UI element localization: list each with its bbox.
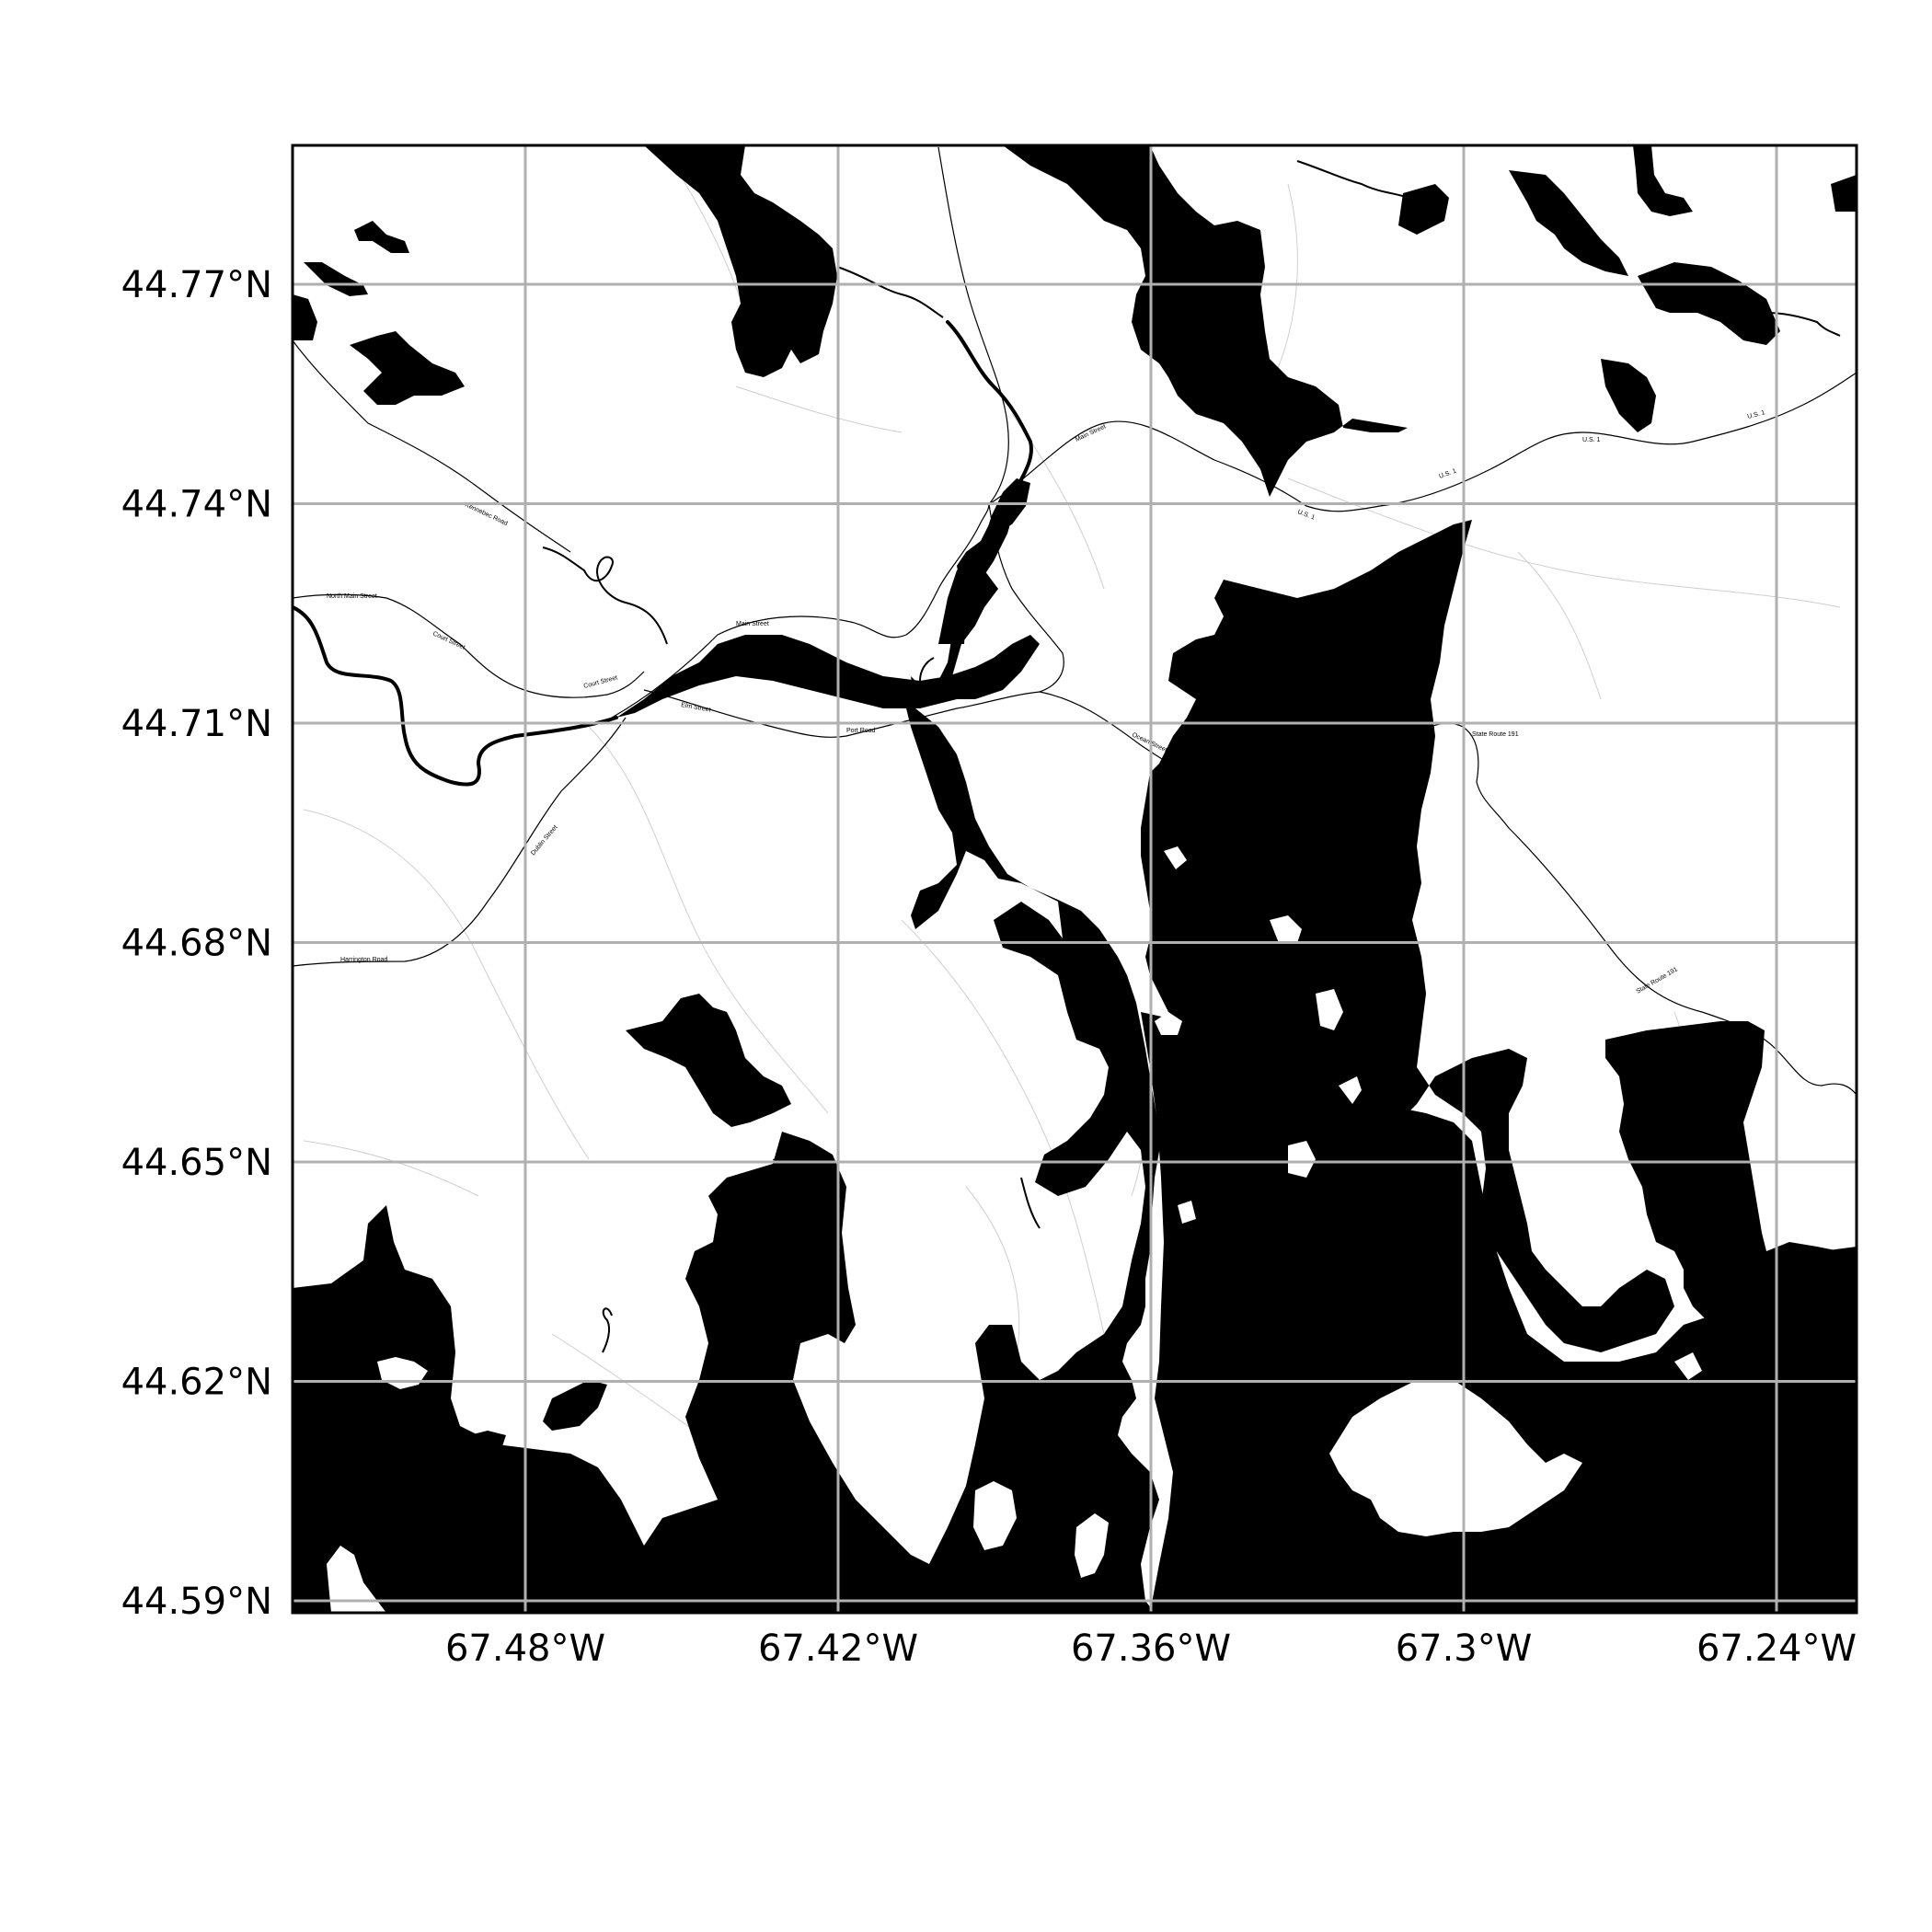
road-label: Port Road (846, 728, 876, 734)
islands (327, 846, 1702, 1613)
island-10 (1164, 846, 1187, 869)
island-3 (1075, 1513, 1109, 1578)
northeast-water (1003, 145, 1408, 497)
island-9 (1270, 915, 1302, 943)
far-northeast-water (1509, 170, 1628, 276)
x-tick-label: 67.3°W (1396, 1627, 1533, 1670)
road-court-dublin (293, 717, 627, 967)
road-label: Main Street (736, 621, 769, 627)
northwest-lake-3 (293, 294, 317, 340)
road-label: Harrington Road (340, 957, 387, 963)
road-route-191-south (988, 503, 1064, 693)
x-tick-label: 67.42°W (758, 1627, 918, 1670)
island-13 (1155, 1012, 1182, 1035)
road-label: U.S. 1 (1582, 437, 1601, 443)
northeast-lake-3 (1633, 145, 1693, 216)
northwest-lake-1 (354, 221, 409, 253)
gridlines (293, 145, 1857, 1613)
y-tick-label: 44.68°N (121, 923, 272, 965)
y-tick-label: 44.65°N (121, 1142, 272, 1184)
northeast-lake (1398, 184, 1449, 235)
road-elm (643, 689, 1041, 738)
x-tick-label: 67.36°W (1071, 1627, 1231, 1670)
road-us1 (988, 372, 1857, 512)
far-east-edge-water (1831, 175, 1857, 212)
y-tick-label: 44.71°N (121, 703, 272, 745)
road-state-route (937, 146, 1009, 505)
southern-bay (293, 478, 1161, 1613)
y-tick-label: 44.77°N (121, 264, 272, 306)
eastern-inlet (1605, 1021, 1857, 1325)
road-main-street (611, 503, 990, 719)
y-tick-label: 44.59°N (121, 1581, 272, 1623)
road-north-main (293, 593, 645, 698)
y-axis-tick-labels: 44.77°N 44.74°N 44.71°N 44.68°N 44.65°N 44.62… (121, 264, 272, 1623)
island-2 (973, 1481, 1017, 1550)
rivers (293, 160, 1841, 1353)
south-central-inlet-4 (469, 1431, 506, 1454)
road-label: U.S. 1 (1747, 409, 1766, 420)
road-kennebec (293, 339, 571, 553)
x-tick-label: 67.24°W (1696, 1627, 1857, 1670)
y-tick-label: 44.74°N (121, 484, 272, 526)
south-central-inlet-1 (626, 994, 791, 1127)
northwest-lake-2 (350, 331, 465, 405)
road-label: North Main Street (327, 593, 377, 600)
x-tick-label: 67.48°W (445, 1627, 605, 1670)
south-central-inlet-3 (543, 1380, 607, 1431)
island-11 (1674, 1352, 1702, 1380)
island-5 (1288, 1141, 1316, 1178)
central-inland-water-1 (1104, 911, 1150, 948)
island-1 (1329, 1380, 1582, 1536)
town-river (616, 635, 1040, 718)
map-frame (291, 144, 1858, 1615)
northeast-lake-4 (1601, 359, 1656, 432)
island-8 (1339, 1076, 1362, 1104)
town-river-upper (938, 488, 1017, 644)
road-label: State Route 191 (1472, 731, 1519, 738)
north-central-water (644, 145, 837, 377)
eastern-bay (1141, 520, 1674, 1352)
road-ocean (1039, 691, 1857, 1096)
island-7 (1316, 989, 1343, 1030)
y-tick-label: 44.62°N (121, 1362, 272, 1404)
northwest-lake-4 (304, 262, 368, 296)
x-axis-tick-labels: 67.48°W 67.42°W 67.36°W 67.3°W 67.24°W (445, 1627, 1857, 1670)
south-central-inlet-2 (773, 1150, 828, 1205)
major-roads (293, 146, 1857, 1096)
island-4 (327, 1546, 386, 1613)
island-6 (1178, 1201, 1196, 1224)
